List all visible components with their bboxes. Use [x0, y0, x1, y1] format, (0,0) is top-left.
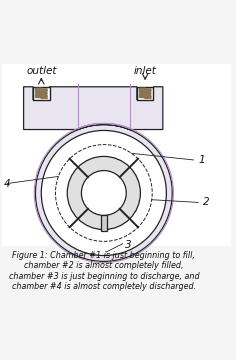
Text: outlet: outlet: [26, 66, 57, 76]
Text: 3: 3: [125, 240, 132, 250]
Bar: [137, 87, 153, 100]
Text: Figure 1: Chamber #1 is just beginning to fill,
chamber #2 is almost completely : Figure 1: Chamber #1 is just beginning t…: [8, 251, 199, 291]
Circle shape: [41, 130, 166, 256]
Text: inlet: inlet: [134, 66, 156, 76]
Polygon shape: [24, 87, 172, 261]
Bar: [2, 64, 231, 246]
Text: 1: 1: [198, 155, 205, 165]
Text: 2: 2: [203, 197, 210, 207]
Bar: [101, 215, 107, 231]
Bar: [33, 87, 50, 100]
Circle shape: [67, 156, 140, 230]
Text: 4: 4: [4, 179, 10, 189]
Circle shape: [81, 171, 126, 215]
